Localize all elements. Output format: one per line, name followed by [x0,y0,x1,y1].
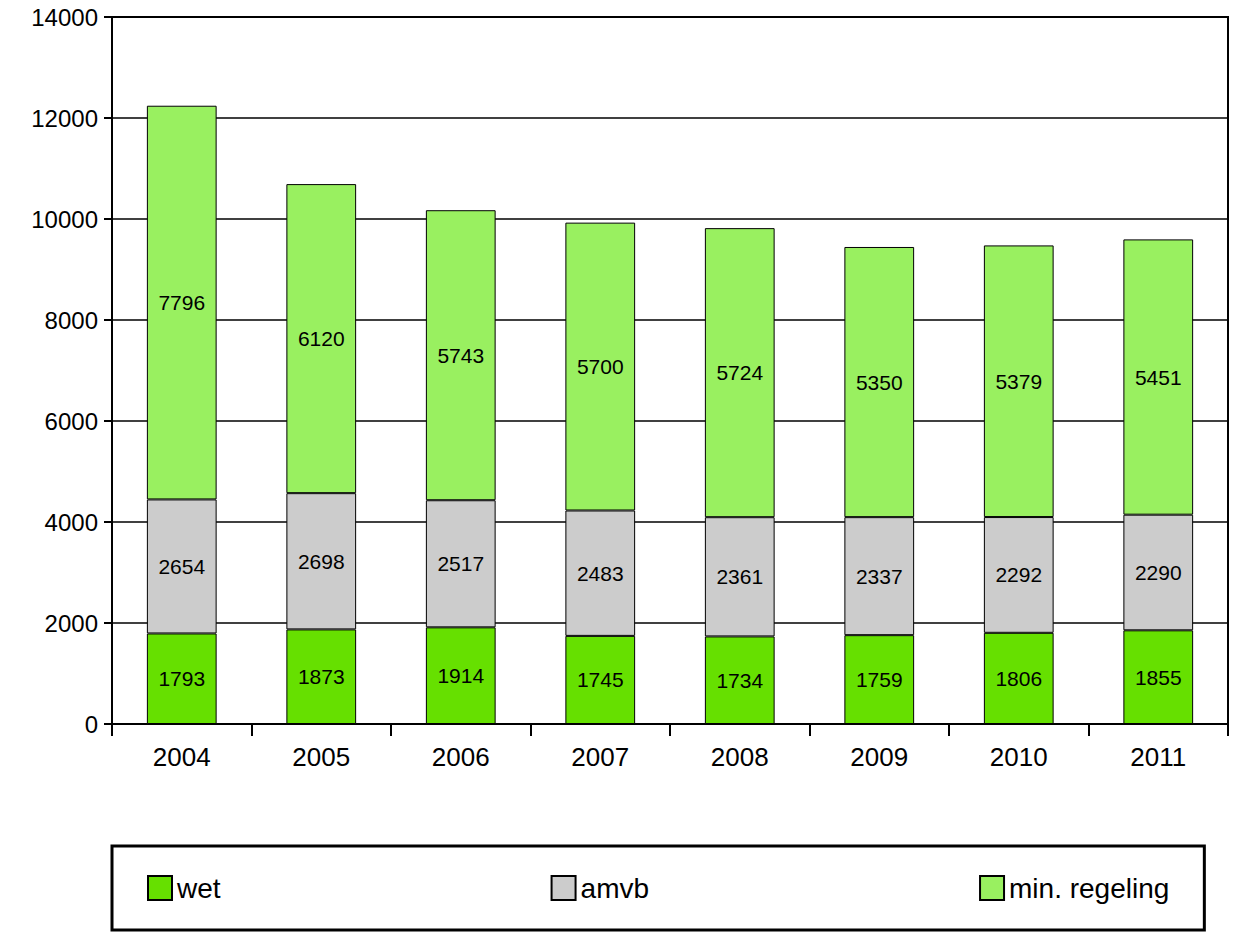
svg-text:8000: 8000 [45,307,98,334]
svg-text:5700: 5700 [577,355,624,378]
svg-text:5724: 5724 [716,361,763,384]
svg-text:2517: 2517 [437,552,484,575]
svg-text:2290: 2290 [1135,561,1182,584]
svg-text:5743: 5743 [437,344,484,367]
svg-text:amvb: amvb [581,873,649,904]
svg-text:wet: wet [176,873,221,904]
svg-text:2009: 2009 [850,742,908,772]
svg-text:1873: 1873 [298,665,345,688]
svg-text:5379: 5379 [995,370,1042,393]
svg-text:1759: 1759 [856,668,903,691]
svg-text:min. regeling: min. regeling [1009,873,1169,904]
svg-text:2006: 2006 [432,742,490,772]
svg-text:2654: 2654 [158,555,205,578]
svg-text:2483: 2483 [577,562,624,585]
svg-text:2000: 2000 [45,610,98,637]
svg-text:1734: 1734 [716,669,763,692]
svg-text:1914: 1914 [437,664,484,687]
svg-text:2007: 2007 [571,742,629,772]
svg-text:5350: 5350 [856,371,903,394]
svg-text:6120: 6120 [298,327,345,350]
svg-text:2010: 2010 [990,742,1048,772]
svg-text:2004: 2004 [153,742,211,772]
svg-text:2337: 2337 [856,565,903,588]
svg-text:2011: 2011 [1130,742,1186,772]
svg-text:2005: 2005 [292,742,350,772]
svg-text:1855: 1855 [1135,666,1182,689]
svg-text:14000: 14000 [31,4,98,31]
svg-text:2292: 2292 [995,563,1042,586]
svg-text:6000: 6000 [45,408,98,435]
svg-text:1793: 1793 [158,667,205,690]
svg-text:10000: 10000 [31,206,98,233]
svg-text:7796: 7796 [158,291,205,314]
svg-text:5451: 5451 [1135,366,1182,389]
svg-text:2008: 2008 [711,742,769,772]
svg-text:1745: 1745 [577,668,624,691]
svg-text:2361: 2361 [716,565,763,588]
svg-text:2698: 2698 [298,550,345,573]
svg-text:1806: 1806 [995,667,1042,690]
svg-text:12000: 12000 [31,105,98,132]
svg-text:4000: 4000 [45,509,98,536]
svg-text:0: 0 [85,711,98,738]
